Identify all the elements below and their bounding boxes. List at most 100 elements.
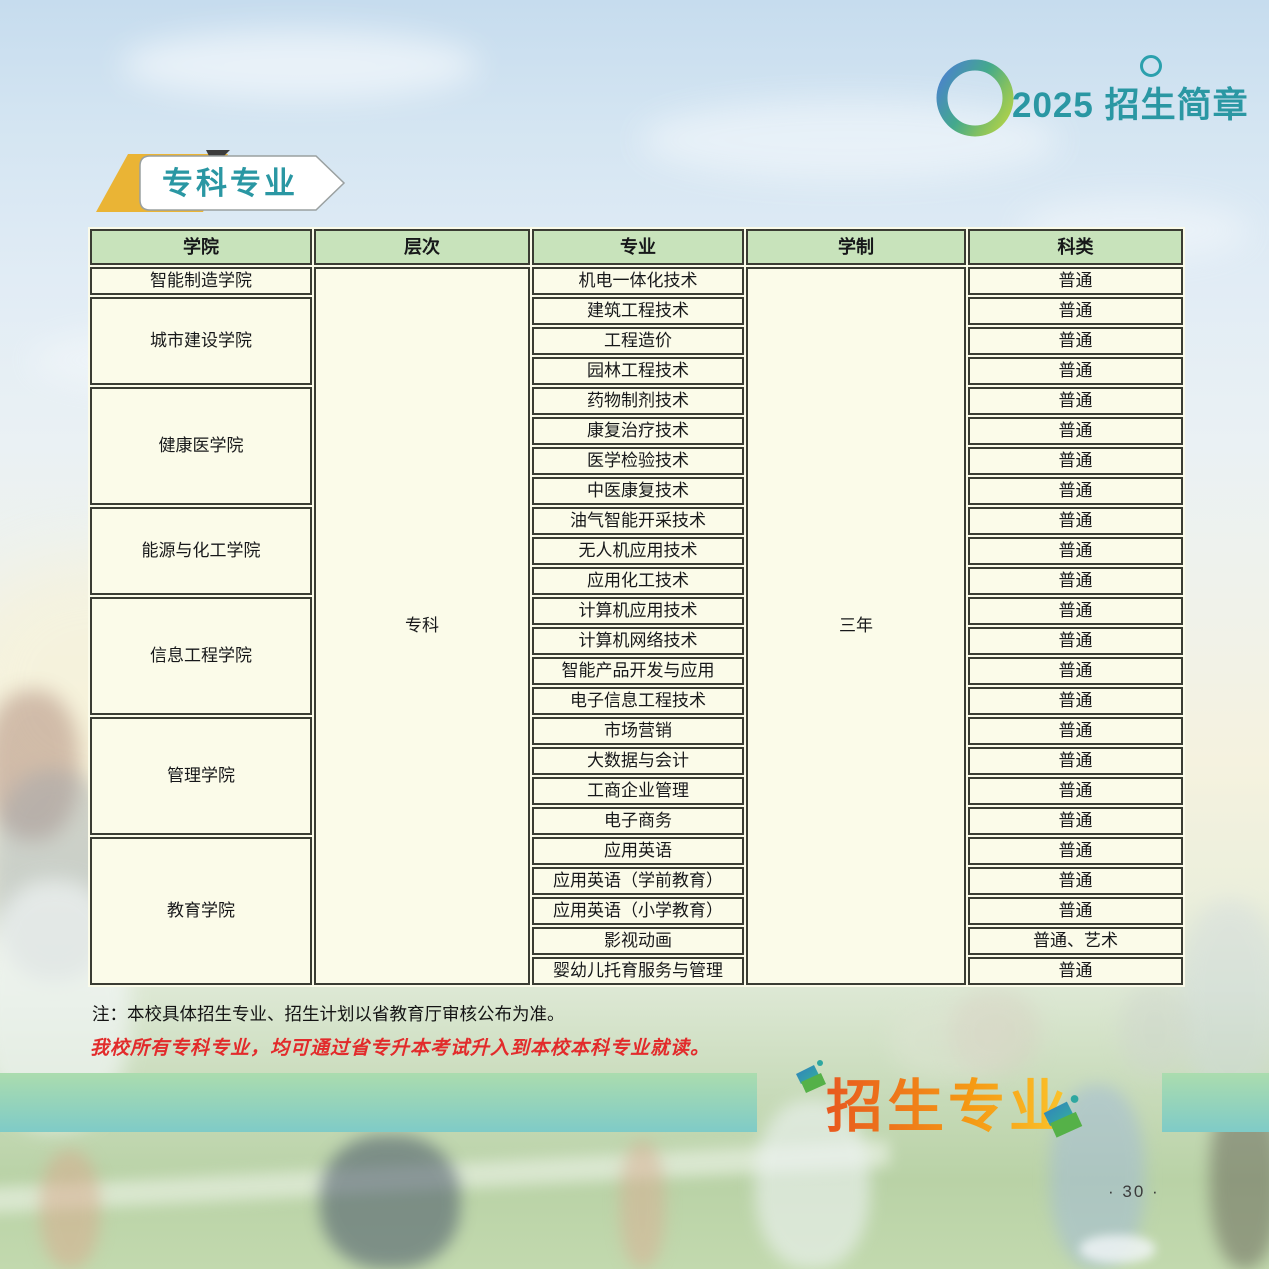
major-cell: 大数据与会计 (532, 747, 744, 775)
college-cell: 智能制造学院 (90, 267, 312, 295)
major-cell: 应用英语（学前教育） (532, 867, 744, 895)
table-row: 电子信息工程技术 普通 (90, 687, 1183, 715)
category-cell: 普通 (968, 897, 1183, 925)
major-cell: 工商企业管理 (532, 777, 744, 805)
table-row: 智能产品开发与应用 普通 (90, 657, 1183, 685)
category-cell: 普通 (968, 567, 1183, 595)
col-header-college: 学院 (90, 229, 312, 265)
cloud-shape (120, 30, 480, 100)
table-row: 康复治疗技术 普通 (90, 417, 1183, 445)
brochure-logo-text: 2025 招生简章 (1012, 77, 1249, 128)
major-cell: 机电一体化技术 (532, 267, 744, 295)
table-row: 园林工程技术 普通 (90, 357, 1183, 385)
approval-note: 注：本校具体招生专业、招生计划以省教育厅审核公布为准。 (92, 1004, 565, 1024)
table-row: 城市建设学院 建筑工程技术 普通 (90, 297, 1183, 385)
page-number: · 30 · (1108, 1182, 1160, 1201)
majors-table: 学院 层次 专业 学制 科类 智能制造学院 专科 机电一体化技术 三年 普通 城市建设学院… (88, 227, 1185, 987)
col-header-duration: 学制 (746, 229, 966, 265)
table-row: 计算机网络技术 普通 (90, 627, 1183, 655)
category-cell: 普通 (968, 717, 1183, 745)
college-cell: 城市建设学院 (90, 297, 312, 385)
table-row: 应用英语（学前教育） 普通 (90, 867, 1183, 895)
major-cell: 中医康复技术 (532, 477, 744, 505)
col-header-level: 层次 (314, 229, 530, 265)
college-cell: 能源与化工学院 (90, 507, 312, 595)
major-cell: 医学检验技术 (532, 447, 744, 475)
blurred-legs (320, 1135, 460, 1269)
category-cell: 普通 (968, 627, 1183, 655)
blurred-shoe (1080, 1235, 1155, 1263)
footer-band-left (0, 1073, 757, 1132)
blurred-figure (1120, 985, 1190, 1075)
table-row: 中医康复技术 普通 (90, 477, 1183, 505)
major-cell: 婴幼儿托育服务与管理 (532, 957, 744, 985)
cloud-shape (640, 100, 1060, 180)
major-cell: 无人机应用技术 (532, 537, 744, 565)
table-row: 医学检验技术 普通 (90, 447, 1183, 475)
table-row: 能源与化工学院 油气智能开采技术 普通 (90, 507, 1183, 595)
category-cell: 普通 (968, 777, 1183, 805)
college-cell: 健康医学院 (90, 387, 312, 505)
category-cell: 普通 (968, 657, 1183, 685)
college-cell: 信息工程学院 (90, 597, 312, 715)
college-cell: 管理学院 (90, 717, 312, 835)
brochure-title: 招生简章 (1104, 86, 1249, 125)
major-cell: 影视动画 (532, 927, 744, 955)
blurred-legs (755, 1100, 870, 1269)
book-logo-icon (1043, 1095, 1083, 1138)
table-row: 工商企业管理 普通 (90, 777, 1183, 805)
major-cell: 应用化工技术 (532, 567, 744, 595)
major-cell: 油气智能开采技术 (532, 507, 744, 535)
table-row: 信息工程学院 计算机应用技术 普通 (90, 597, 1183, 715)
majors-table-body: 智能制造学院 专科 机电一体化技术 三年 普通 城市建设学院 建筑工程技术 普通 工程造价 普通园… (90, 267, 1183, 985)
major-cell: 智能产品开发与应用 (532, 657, 744, 685)
category-cell: 普通、艺术 (968, 927, 1183, 955)
blurred-figure (0, 690, 80, 840)
major-cell: 计算机网络技术 (532, 627, 744, 655)
category-cell: 普通 (968, 837, 1183, 865)
section-title-badge (96, 150, 346, 212)
category-cell: 普通 (968, 267, 1183, 295)
upgrade-note: 我校所有专科专业，均可通过省专升本考试升入到本校本科专业就读。 (90, 1037, 711, 1059)
category-cell: 普通 (968, 477, 1183, 505)
table-row: 教育学院 应用英语 普通 (90, 837, 1183, 985)
category-cell: 普通 (968, 447, 1183, 475)
col-header-category: 科类 (968, 229, 1183, 265)
category-cell: 普通 (968, 747, 1183, 775)
category-cell: 普通 (968, 297, 1183, 325)
footer-banner-title: 招生专业 (826, 1061, 1070, 1143)
table-row: 工程造价 普通 (90, 327, 1183, 355)
category-cell: 普通 (968, 387, 1183, 415)
college-cell: 教育学院 (90, 837, 312, 985)
small-circle-icon (1140, 55, 1162, 77)
blurred-figure (950, 990, 1040, 1075)
major-cell: 康复治疗技术 (532, 417, 744, 445)
book-logo-icon (796, 1060, 826, 1093)
blurred-figure (1180, 900, 1269, 1100)
ring-logo-icon (936, 59, 1014, 137)
table-row: 健康医学院 药物制剂技术 普通 (90, 387, 1183, 505)
col-header-major: 专业 (532, 229, 744, 265)
major-cell: 应用英语 (532, 837, 744, 865)
table-row: 管理学院 市场营销 普通 (90, 717, 1183, 835)
table-row: 大数据与会计 普通 (90, 747, 1183, 775)
section-title: 专科专业 (162, 166, 298, 201)
table-header-row: 学院 层次 专业 学制 科类 (90, 229, 1183, 265)
table-row: 电子商务 普通 (90, 807, 1183, 835)
category-cell: 普通 (968, 357, 1183, 385)
table-row: 影视动画 普通、艺术 (90, 927, 1183, 955)
footer-band-right (1162, 1073, 1269, 1132)
category-cell: 普通 (968, 327, 1183, 355)
category-cell: 普通 (968, 597, 1183, 625)
table-row: 婴幼儿托育服务与管理 普通 (90, 957, 1183, 985)
blurred-legs (620, 1140, 665, 1269)
major-cell: 电子商务 (532, 807, 744, 835)
brochure-year: 2025 (1012, 86, 1094, 125)
major-cell: 市场营销 (532, 717, 744, 745)
major-cell: 园林工程技术 (532, 357, 744, 385)
category-cell: 普通 (968, 507, 1183, 535)
major-cell: 药物制剂技术 (532, 387, 744, 415)
table-row: 应用化工技术 普通 (90, 567, 1183, 595)
category-cell: 普通 (968, 537, 1183, 565)
table-row: 应用英语（小学教育） 普通 (90, 897, 1183, 925)
